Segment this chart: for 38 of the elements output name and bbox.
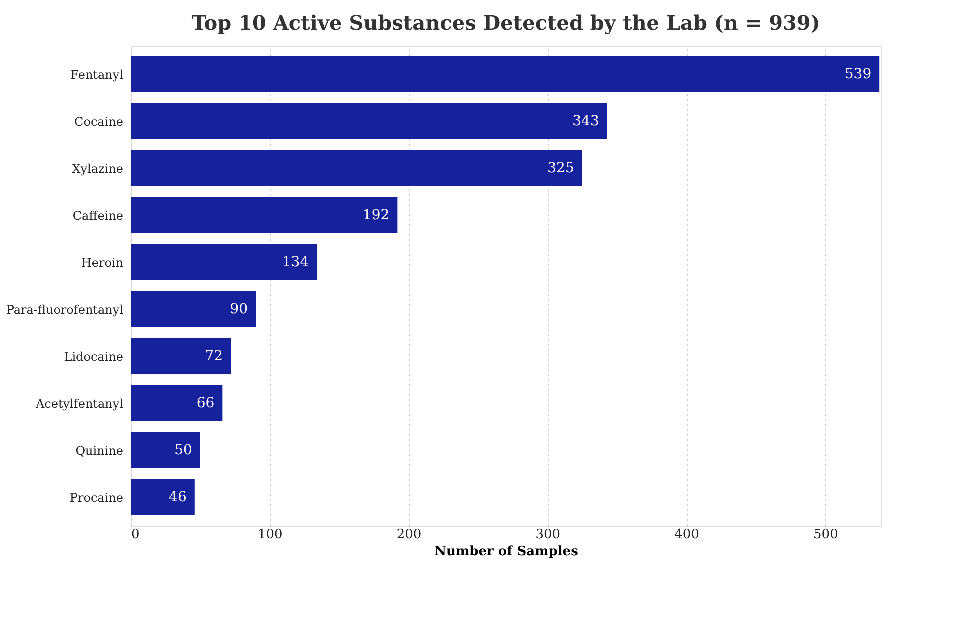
x-tick-label: 300 (536, 528, 561, 542)
data-label: 90 (230, 302, 248, 318)
y-tick-label: Caffeine (72, 209, 124, 223)
data-label: 539 (844, 66, 872, 82)
x-axis-title: Number of Samples (434, 544, 578, 560)
y-tick-label: Acetylfentanyl (34, 397, 124, 411)
y-tick-label: Fentanyl (70, 68, 124, 82)
data-label: 72 (205, 348, 223, 364)
data-label: 46 (169, 490, 187, 506)
data-label: 325 (548, 160, 574, 176)
bar (131, 104, 608, 140)
y-tick-label: Cocaine (74, 115, 124, 129)
y-tick-label: Xylazine (72, 162, 124, 176)
data-label: 50 (174, 442, 192, 458)
data-label: 66 (196, 396, 215, 412)
y-tick-label: Para-fluorofentanyl (6, 303, 124, 317)
x-tick-label: 100 (258, 528, 283, 542)
x-tick-label: 0 (132, 528, 140, 542)
bar (131, 198, 398, 234)
bar (131, 480, 195, 516)
data-label: 134 (282, 254, 310, 270)
bar (131, 56, 880, 92)
x-tick-label: 200 (396, 528, 422, 542)
y-tick-label: Lidocaine (64, 350, 124, 364)
y-tick-label: Procaine (70, 491, 124, 505)
y-tick-label: Quinine (76, 444, 124, 458)
x-tick-label: 500 (814, 528, 838, 542)
chart-title: Top 10 Active Substances Detected by the Lab (n = 939) (192, 11, 820, 35)
data-label: 343 (572, 114, 600, 130)
data-label: 192 (362, 208, 390, 224)
bar (131, 150, 582, 186)
x-tick-label: 400 (674, 528, 700, 542)
bar (131, 244, 318, 280)
bar (131, 386, 223, 422)
y-tick-label: Heroin (81, 256, 124, 270)
bar (131, 432, 200, 468)
bar (131, 338, 231, 374)
bar (131, 292, 256, 328)
